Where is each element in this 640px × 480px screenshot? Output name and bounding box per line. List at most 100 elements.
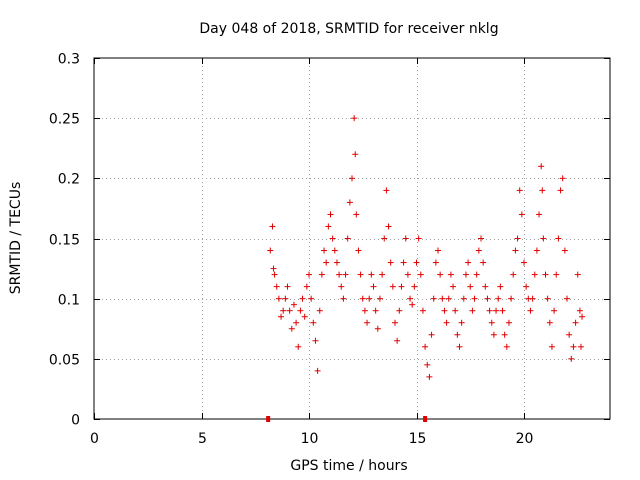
data-point <box>539 187 546 194</box>
data-point <box>297 307 304 314</box>
data-point <box>368 271 375 278</box>
chart-title: Day 048 of 2018, SRMTID for receiver nkl… <box>199 21 498 37</box>
data-point <box>536 211 543 218</box>
data-point <box>353 211 360 218</box>
data-point <box>564 295 570 302</box>
x-axis-marker <box>266 416 271 422</box>
y-tick-label: 0.2 <box>58 172 80 188</box>
data-point <box>499 307 506 314</box>
data-point <box>548 343 555 350</box>
data-point <box>576 307 583 314</box>
data-point <box>508 295 515 302</box>
data-point <box>551 307 558 314</box>
data-point <box>409 301 416 308</box>
data-point <box>445 295 452 302</box>
data-point <box>422 343 429 350</box>
data-point <box>275 295 282 302</box>
data-point <box>299 295 306 302</box>
data-point <box>465 259 472 266</box>
data-point <box>467 283 474 290</box>
data-point <box>486 307 493 314</box>
y-tick-label: 0.1 <box>58 293 80 309</box>
data-point <box>559 175 566 182</box>
data-point <box>301 313 308 320</box>
data-point <box>495 295 502 302</box>
data-point <box>473 271 480 278</box>
data-point <box>527 307 534 314</box>
data-point <box>267 247 274 254</box>
data-point <box>462 271 469 278</box>
data-point <box>270 265 277 272</box>
grid <box>94 58 610 419</box>
data-point <box>493 307 500 314</box>
data-point <box>443 319 450 326</box>
data-point <box>389 283 396 290</box>
data-point <box>396 307 403 314</box>
data-point <box>374 325 381 332</box>
data-point <box>428 331 435 338</box>
data-point <box>540 235 547 242</box>
data-point <box>273 283 280 290</box>
data-point <box>490 331 497 338</box>
data-point <box>561 247 568 254</box>
data-point <box>385 223 392 230</box>
data-point <box>325 223 332 230</box>
data-point <box>383 187 390 194</box>
data-point <box>370 283 377 290</box>
data-point <box>505 319 512 326</box>
data-point <box>329 235 336 242</box>
data-point <box>394 337 401 344</box>
data-point <box>327 211 334 218</box>
data-point <box>439 295 446 302</box>
data-point <box>269 223 276 230</box>
y-tick-label: 0.15 <box>49 233 80 249</box>
data-point <box>398 283 405 290</box>
data-point <box>469 307 476 314</box>
data-point <box>488 319 495 326</box>
data-point <box>516 187 523 194</box>
data-point <box>361 307 368 314</box>
data-point <box>430 295 437 302</box>
data-points <box>267 115 586 380</box>
x-axis-markers <box>266 416 428 422</box>
data-point <box>346 199 353 206</box>
data-point <box>310 319 317 326</box>
data-point <box>308 295 315 302</box>
x-tick-label: 5 <box>198 431 207 447</box>
y-axis-label: SRMTID / TECUs <box>8 182 24 295</box>
data-point <box>379 271 386 278</box>
data-point <box>342 271 349 278</box>
data-point <box>312 337 319 344</box>
data-point <box>338 283 345 290</box>
data-point <box>538 163 545 170</box>
data-point <box>544 295 551 302</box>
data-point <box>323 259 330 266</box>
x-tick-label: 20 <box>516 431 534 447</box>
data-point <box>441 307 448 314</box>
data-point <box>372 307 379 314</box>
data-point <box>404 271 411 278</box>
data-point <box>400 259 407 266</box>
data-point <box>303 283 310 290</box>
data-point <box>579 313 586 320</box>
data-point <box>355 247 362 254</box>
plot-frame <box>93 57 611 420</box>
data-point <box>458 319 465 326</box>
data-point <box>357 271 364 278</box>
data-point <box>286 307 293 314</box>
data-point <box>460 295 467 302</box>
data-point <box>411 283 418 290</box>
data-point <box>413 259 420 266</box>
data-point <box>417 271 424 278</box>
data-point <box>387 259 394 266</box>
data-point <box>518 211 525 218</box>
x-axis-marker <box>423 416 428 422</box>
data-point <box>568 355 575 362</box>
data-point <box>514 235 521 242</box>
data-point <box>523 283 530 290</box>
data-point <box>501 331 508 338</box>
data-point <box>340 295 347 302</box>
data-point <box>316 307 323 314</box>
data-point <box>553 271 560 278</box>
data-point <box>321 247 328 254</box>
